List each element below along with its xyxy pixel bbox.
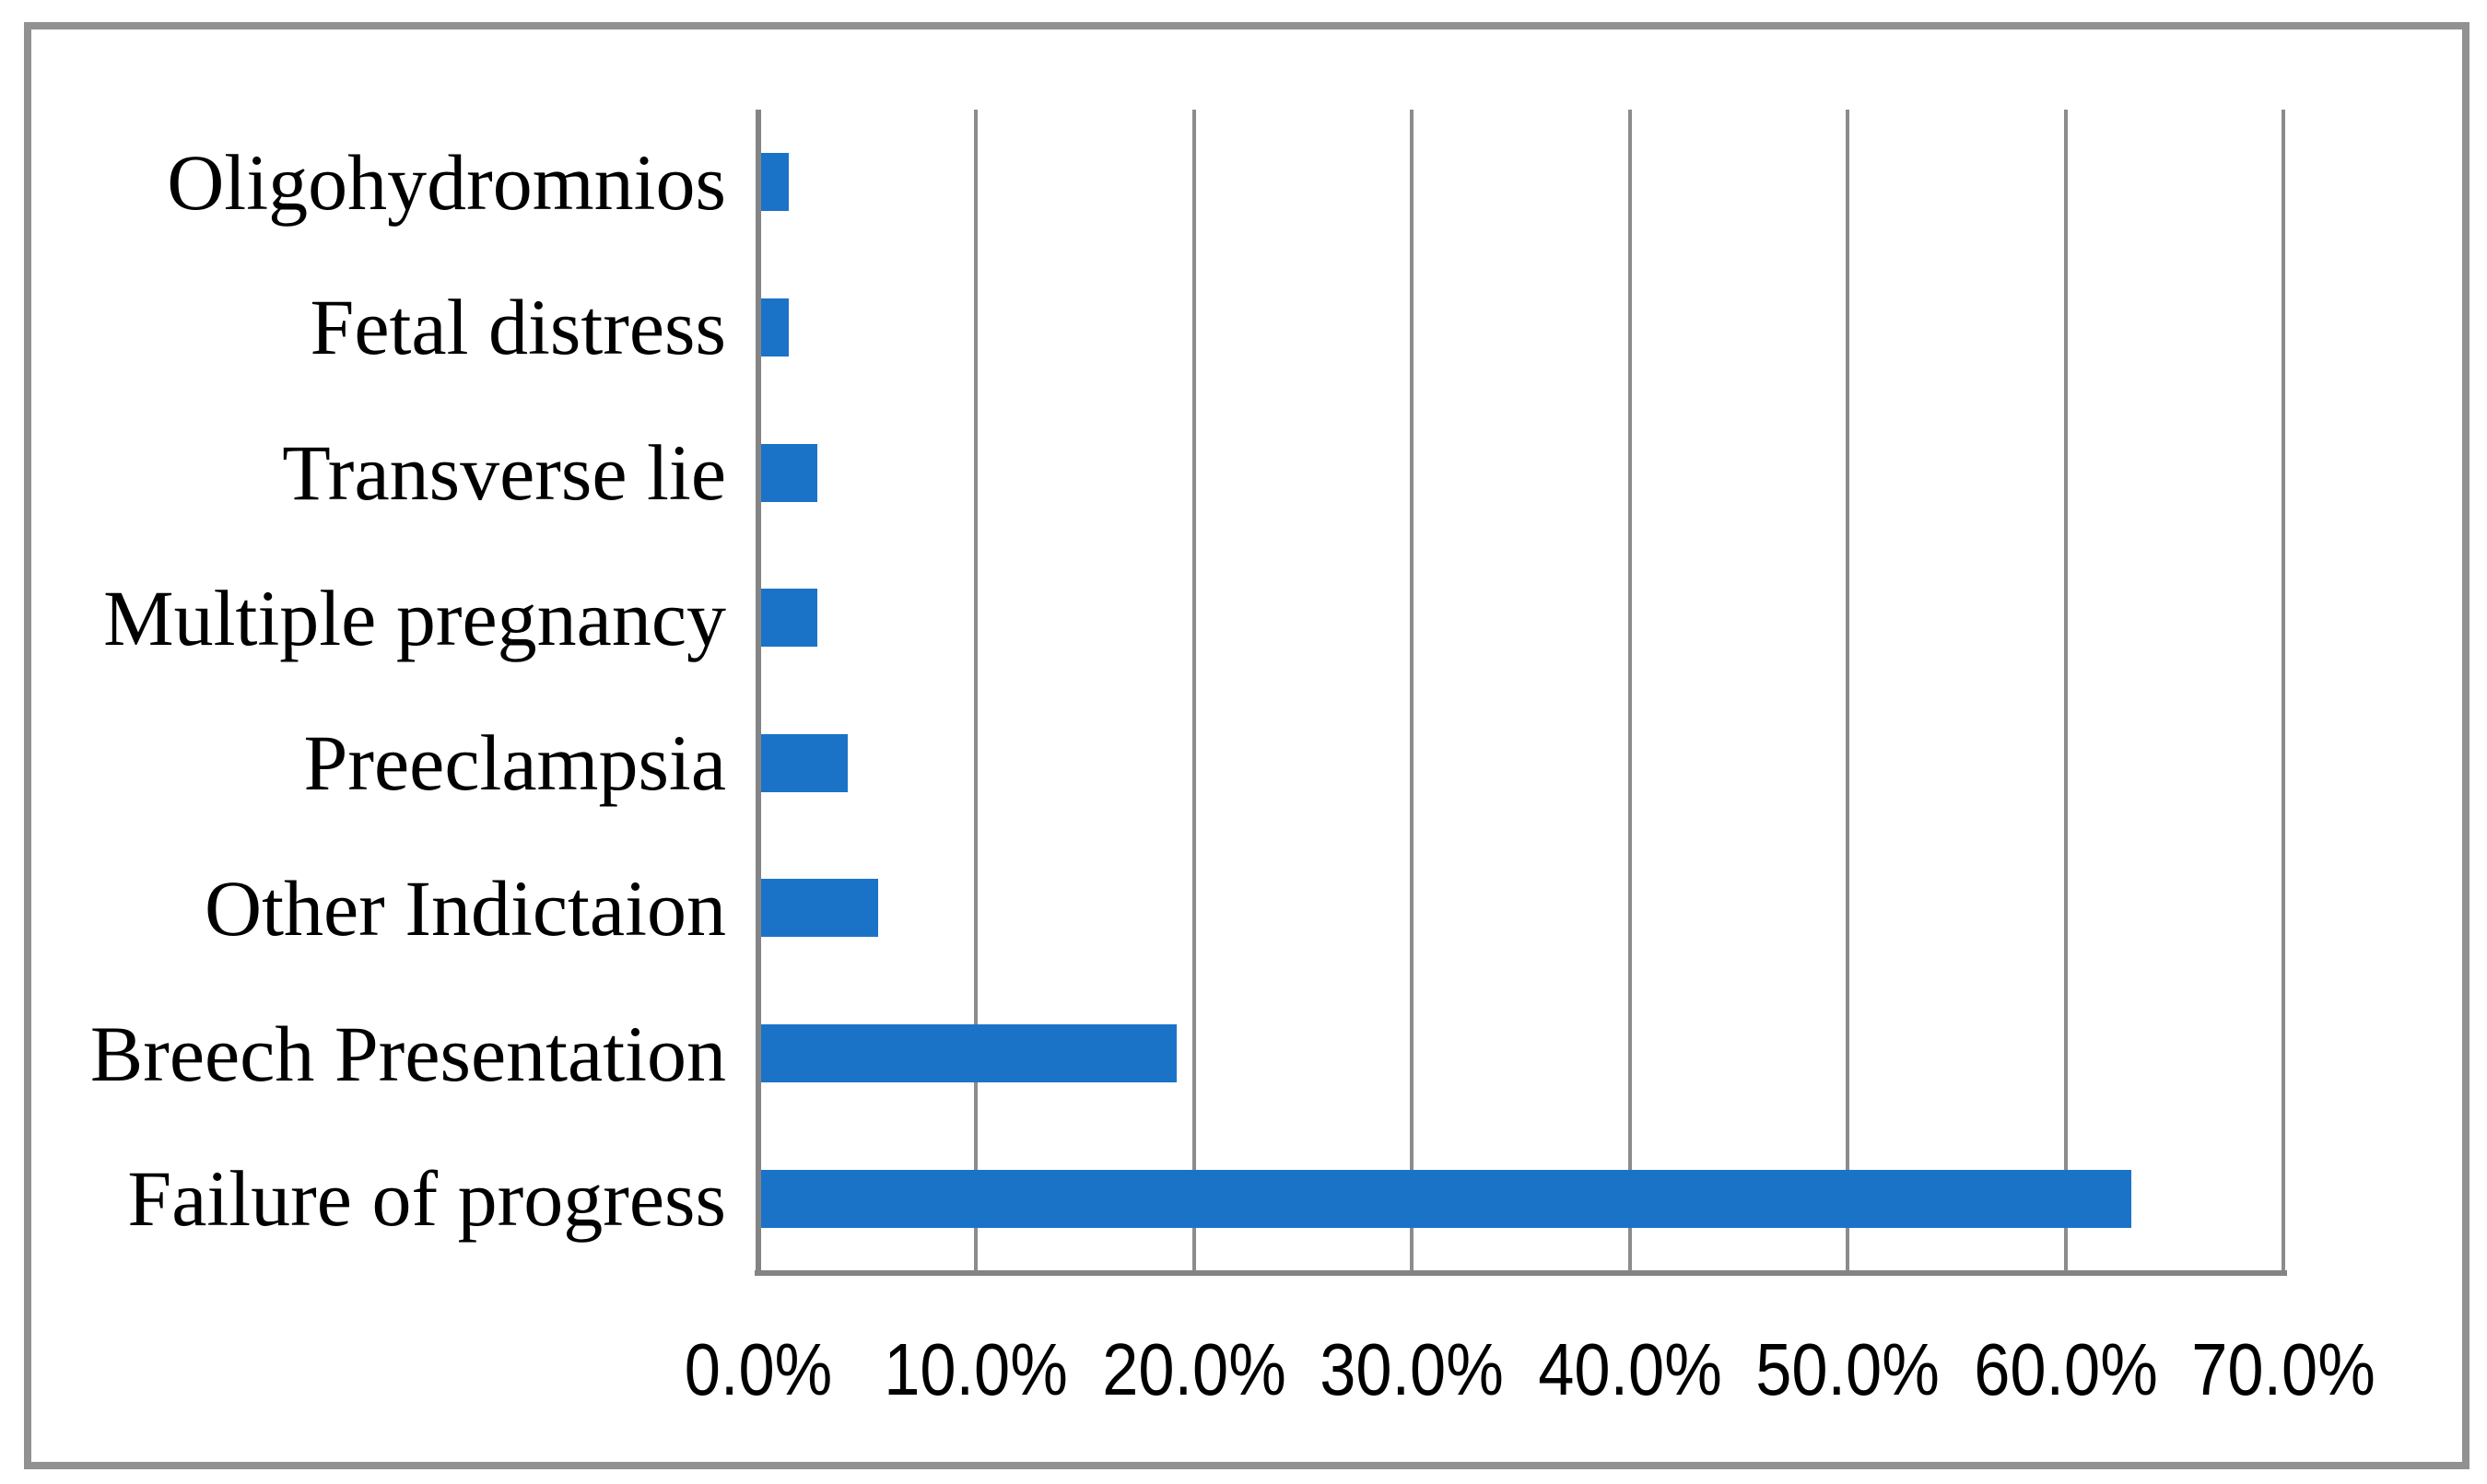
x-tick-label-40.0%: 40.0% [1537,1328,1722,1410]
gridline-20.0% [1191,110,1196,1271]
category-label-breech-presentation: Breech Presentation [89,1009,726,1098]
category-label-other-indictaion: Other Indictaion [205,863,726,952]
chart-outer-frame: Oligohydromnios Fetal distress Transverse … [24,22,2469,1469]
gridline-70.0% [2282,110,2285,1271]
gridline-10.0% [974,110,979,1271]
bar-fetal-distress [761,298,790,356]
category-label-fetal-distress: Fetal distress [310,283,726,372]
value-axis-zero-line [756,110,761,1273]
category-label-oligohydromnios: Oligohydromnios [167,137,726,227]
bar-oligohydromnios [761,153,790,212]
x-tick-label-60.0%: 60.0% [1973,1328,2158,1410]
x-tick-label-10.0%: 10.0% [884,1328,1069,1410]
gridline-60.0% [2063,110,2068,1271]
bar-preeclampsia [761,733,848,792]
x-tick-label-20.0%: 20.0% [1102,1328,1286,1410]
category-axis-line [755,1270,2287,1276]
bar-transverse-lie [761,443,817,502]
bar-failure-of-progress [761,1169,2131,1228]
bar-breech-presentation [761,1024,1177,1083]
gridline-50.0% [1846,110,1850,1271]
plot-area [755,110,2287,1276]
gridline-40.0% [1627,110,1632,1271]
bar-multiple-pregnancy [761,589,817,648]
x-tick-label-30.0%: 30.0% [1320,1328,1505,1410]
x-tick-label-0.0%: 0.0% [684,1328,833,1410]
gridline-30.0% [1410,110,1414,1271]
category-label-preeclampsia: Preeclampsia [303,719,726,808]
category-label-multiple-pregnancy: Multiple pregnancy [103,573,726,662]
category-label-failure-of-progress: Failure of progress [127,1154,726,1244]
category-label-transverse-lie: Transverse lie [282,428,726,518]
bar-other-indictaion [761,879,879,938]
x-tick-label-70.0%: 70.0% [2191,1328,2376,1410]
x-tick-label-50.0%: 50.0% [1755,1328,1940,1410]
